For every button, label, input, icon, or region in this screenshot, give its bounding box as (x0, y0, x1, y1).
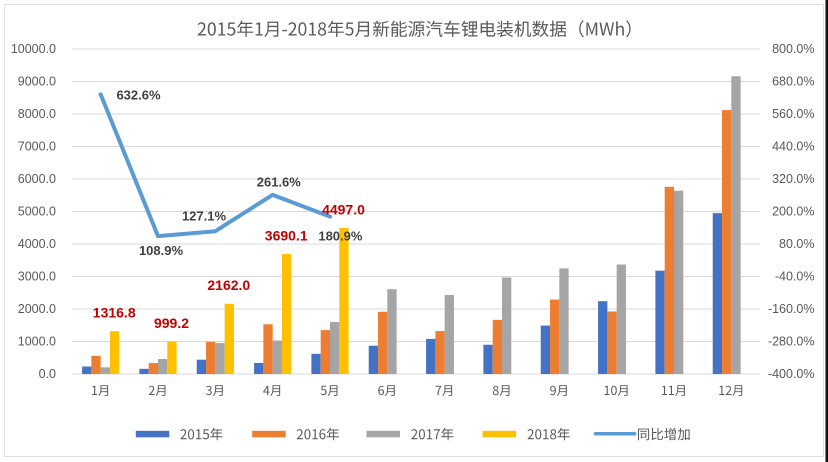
svg-text:-40.0%: -40.0% (775, 269, 815, 283)
svg-text:2162.0: 2162.0 (207, 277, 250, 293)
svg-text:3000.0: 3000.0 (18, 269, 56, 283)
svg-text:-160.0%: -160.0% (768, 302, 815, 316)
svg-text:560.0%: 560.0% (772, 107, 814, 121)
svg-text:0.0: 0.0 (39, 367, 56, 381)
svg-text:440.0%: 440.0% (772, 139, 814, 153)
svg-text:1000.0: 1000.0 (18, 334, 56, 348)
svg-text:-400.0%: -400.0% (768, 367, 815, 381)
svg-text:7000.0: 7000.0 (18, 139, 56, 153)
svg-text:180.9%: 180.9% (318, 228, 363, 243)
svg-text:9000.0: 9000.0 (18, 74, 56, 88)
svg-text:8000.0: 8000.0 (18, 107, 56, 121)
svg-text:108.9%: 108.9% (139, 243, 184, 258)
svg-text:261.6%: 261.6% (257, 175, 302, 190)
svg-text:800.0%: 800.0% (772, 42, 814, 56)
svg-text:-280.0%: -280.0% (768, 334, 815, 348)
svg-text:4497.0: 4497.0 (322, 201, 365, 217)
svg-text:320.0%: 320.0% (772, 172, 814, 186)
svg-text:10000.0: 10000.0 (11, 42, 56, 56)
svg-text:6000.0: 6000.0 (18, 172, 56, 186)
svg-text:80.0%: 80.0% (779, 237, 814, 251)
svg-text:680.0%: 680.0% (772, 74, 814, 88)
svg-text:2000.0: 2000.0 (18, 302, 56, 316)
svg-text:5000.0: 5000.0 (18, 204, 56, 218)
svg-text:1316.8: 1316.8 (93, 305, 136, 321)
svg-text:632.6%: 632.6% (116, 88, 161, 103)
svg-text:127.1%: 127.1% (182, 209, 227, 224)
svg-text:4000.0: 4000.0 (18, 237, 56, 251)
svg-text:999.2: 999.2 (154, 315, 189, 331)
svg-text:200.0%: 200.0% (772, 204, 814, 218)
svg-text:3690.1: 3690.1 (265, 228, 308, 244)
